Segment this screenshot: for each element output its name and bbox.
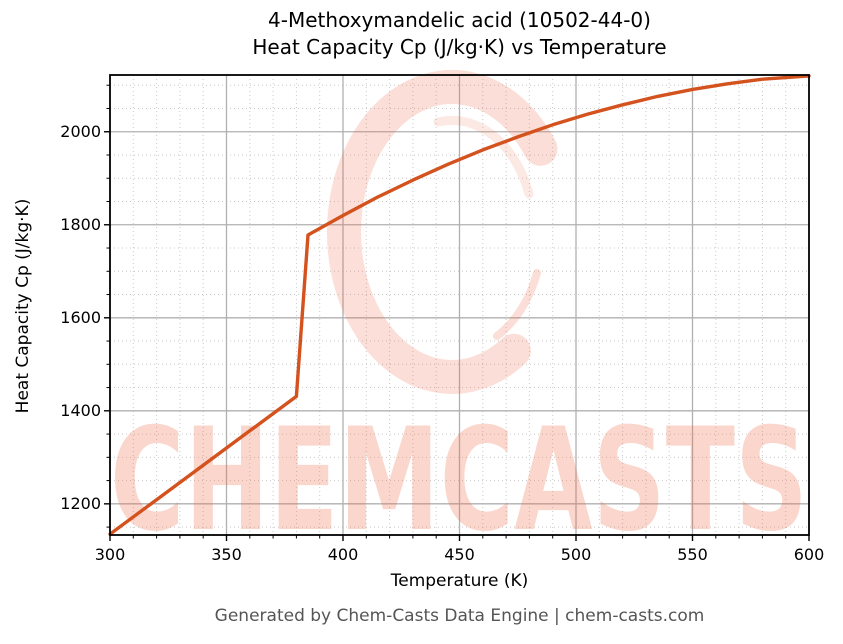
gridlines <box>110 75 809 535</box>
chart-title: 4-Methoxymandelic acid (10502-44-0) Heat… <box>110 7 809 61</box>
x-tick-label: 450 <box>444 545 475 564</box>
chart-title-line1: 4-Methoxymandelic acid (10502-44-0) <box>268 8 651 32</box>
tick-marks <box>104 84 810 541</box>
x-tick-label: 350 <box>211 545 242 564</box>
y-tick-label: 1800 <box>60 215 101 235</box>
chemcasts-c-watermark-icon <box>327 69 558 394</box>
y-tick-label: 1600 <box>60 308 101 328</box>
chart-title-line2: Heat Capacity Cp (J/kg·K) vs Temperature <box>252 35 667 59</box>
c-logo-main-arc <box>327 69 558 394</box>
cp-curve <box>108 74 811 536</box>
x-tick-label: 300 <box>94 545 126 564</box>
x-tick-label: 500 <box>560 545 592 564</box>
footer-credit: Generated by Chem-Casts Data Engine | ch… <box>214 606 705 626</box>
x-tick-label: 550 <box>677 545 708 564</box>
y-tick-label: 2000 <box>60 122 101 142</box>
c-logo-inner-arc <box>433 115 534 199</box>
y-axis-label: Heat Capacity Cp (J/kg·K) <box>13 198 33 414</box>
x-tick-label: 400 <box>327 545 359 564</box>
y-tick-label: 1200 <box>60 494 101 514</box>
y-tick-label: 1400 <box>60 401 101 421</box>
x-axis-label: Temperature (K) <box>390 571 529 591</box>
x-tick-label: 600 <box>793 545 825 564</box>
c-logo-accent-arc <box>493 269 541 340</box>
